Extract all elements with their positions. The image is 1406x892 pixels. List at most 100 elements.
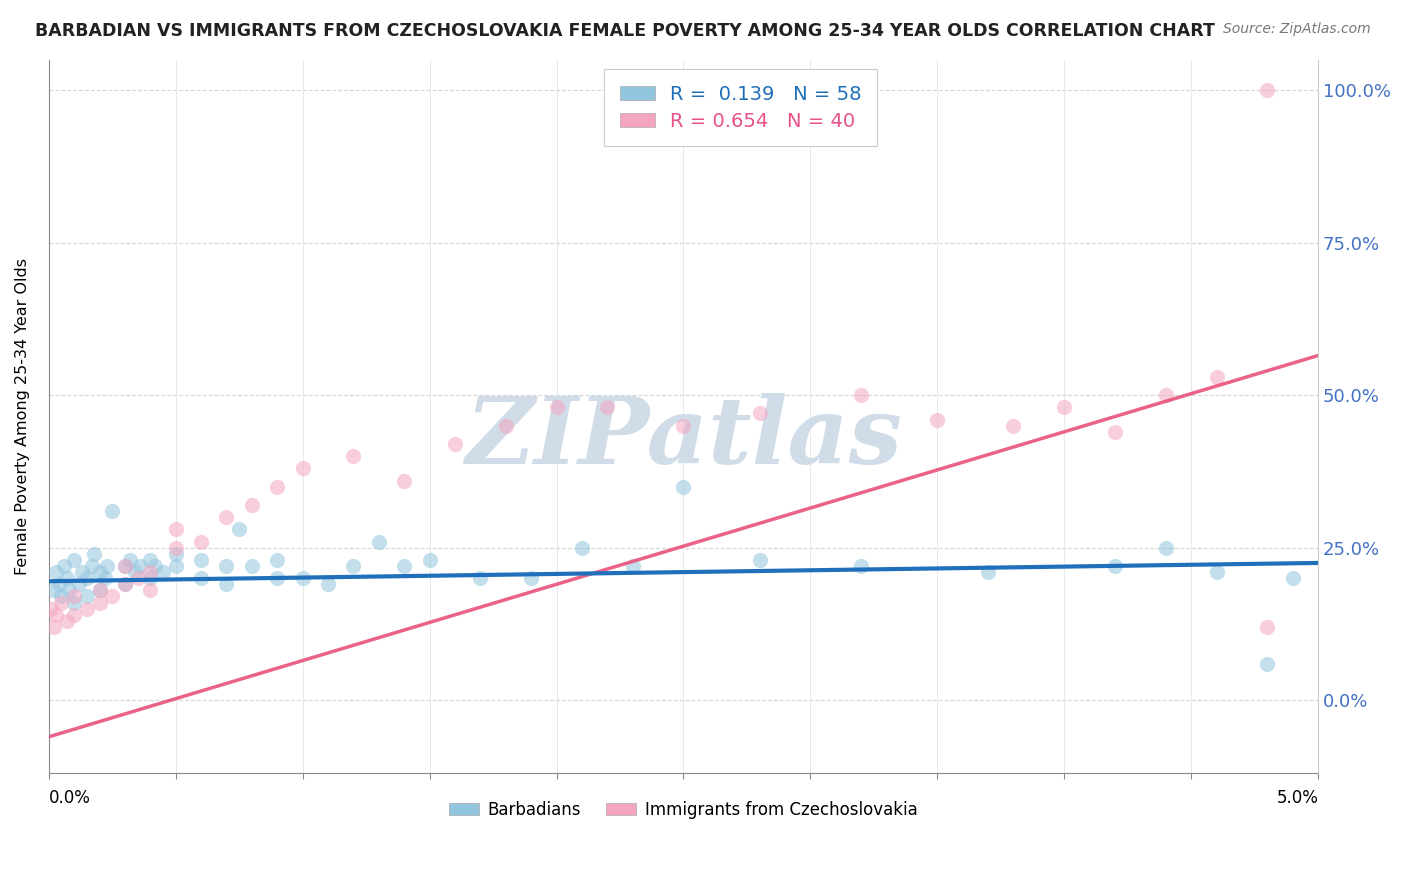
Point	[1205, 565, 1227, 579]
Point	[89, 583, 111, 598]
Point	[51, 596, 73, 610]
Point	[152, 565, 174, 579]
Point	[748, 553, 770, 567]
Point	[1256, 657, 1278, 671]
Point	[118, 553, 141, 567]
Point	[89, 583, 111, 598]
Point	[240, 559, 263, 574]
Point	[96, 559, 118, 574]
Point	[1053, 401, 1076, 415]
Point	[89, 596, 111, 610]
Point	[80, 559, 103, 574]
Point	[190, 553, 212, 567]
Point	[215, 559, 238, 574]
Text: 5.0%: 5.0%	[1277, 789, 1319, 806]
Point	[1256, 620, 1278, 634]
Point	[39, 601, 62, 615]
Point	[266, 571, 288, 585]
Point	[55, 614, 77, 628]
Point	[139, 571, 162, 585]
Point	[190, 571, 212, 585]
Point	[76, 571, 98, 585]
Point	[42, 620, 65, 634]
Point	[114, 559, 136, 574]
Legend: Barbadians, Immigrants from Czechoslovakia: Barbadians, Immigrants from Czechoslovak…	[443, 795, 924, 826]
Point	[101, 590, 124, 604]
Point	[55, 571, 77, 585]
Point	[215, 510, 238, 524]
Point	[748, 407, 770, 421]
Point	[266, 553, 288, 567]
Point	[45, 565, 67, 579]
Point	[215, 577, 238, 591]
Point	[139, 565, 162, 579]
Point	[165, 547, 187, 561]
Point	[546, 401, 568, 415]
Point	[1154, 541, 1177, 555]
Point	[165, 541, 187, 555]
Point	[76, 601, 98, 615]
Point	[165, 559, 187, 574]
Point	[129, 559, 152, 574]
Point	[83, 547, 105, 561]
Point	[70, 565, 93, 579]
Point	[53, 559, 76, 574]
Point	[114, 577, 136, 591]
Point	[977, 565, 1000, 579]
Point	[1256, 83, 1278, 97]
Point	[67, 577, 90, 591]
Point	[114, 559, 136, 574]
Point	[392, 474, 415, 488]
Point	[145, 559, 167, 574]
Point	[392, 559, 415, 574]
Point	[520, 571, 543, 585]
Point	[849, 559, 872, 574]
Point	[1281, 571, 1303, 585]
Point	[672, 480, 695, 494]
Point	[927, 412, 949, 426]
Point	[76, 590, 98, 604]
Point	[165, 522, 187, 536]
Point	[63, 607, 86, 622]
Point	[58, 583, 80, 598]
Point	[1002, 418, 1025, 433]
Point	[114, 577, 136, 591]
Point	[1154, 388, 1177, 402]
Point	[190, 534, 212, 549]
Text: 0.0%: 0.0%	[49, 789, 90, 806]
Point	[470, 571, 492, 585]
Point	[672, 418, 695, 433]
Point	[495, 418, 517, 433]
Point	[291, 571, 314, 585]
Point	[51, 590, 73, 604]
Point	[127, 571, 149, 585]
Point	[42, 583, 65, 598]
Point	[1205, 369, 1227, 384]
Point	[93, 571, 115, 585]
Text: BARBADIAN VS IMMIGRANTS FROM CZECHOSLOVAKIA FEMALE POVERTY AMONG 25-34 YEAR OLDS: BARBADIAN VS IMMIGRANTS FROM CZECHOSLOVA…	[35, 22, 1215, 40]
Point	[101, 504, 124, 518]
Point	[342, 559, 364, 574]
Point	[316, 577, 339, 591]
Point	[63, 596, 86, 610]
Text: ZIPatlas: ZIPatlas	[465, 393, 901, 483]
Point	[124, 565, 146, 579]
Point	[139, 583, 162, 598]
Point	[596, 401, 619, 415]
Point	[1104, 559, 1126, 574]
Point	[342, 449, 364, 463]
Y-axis label: Female Poverty Among 25-34 Year Olds: Female Poverty Among 25-34 Year Olds	[15, 258, 30, 575]
Point	[89, 565, 111, 579]
Point	[139, 553, 162, 567]
Point	[621, 559, 644, 574]
Point	[291, 461, 314, 475]
Point	[45, 607, 67, 622]
Point	[849, 388, 872, 402]
Point	[571, 541, 593, 555]
Point	[444, 437, 467, 451]
Point	[63, 553, 86, 567]
Point	[228, 522, 250, 536]
Point	[1104, 425, 1126, 439]
Point	[48, 577, 70, 591]
Point	[266, 480, 288, 494]
